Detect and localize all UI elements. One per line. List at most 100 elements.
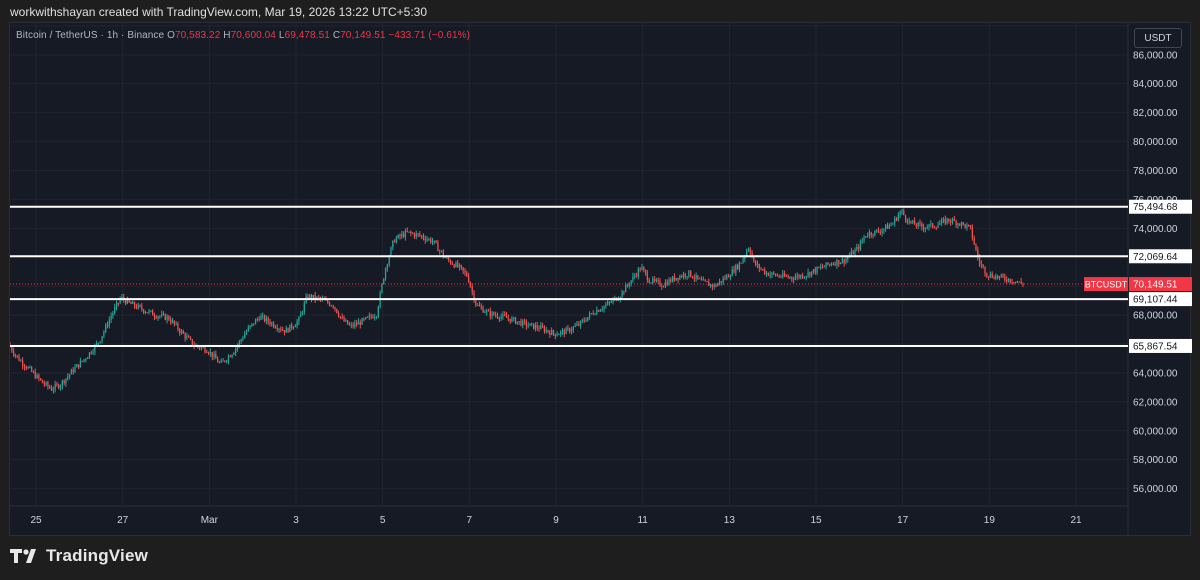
candle-body <box>34 372 36 379</box>
candle-body <box>753 257 755 262</box>
candle-body <box>81 360 83 362</box>
candle-body <box>267 317 269 322</box>
tradingview-logo[interactable]: TradingView <box>10 545 148 567</box>
candle-body <box>229 356 231 358</box>
candle-body <box>513 317 515 319</box>
candle-body <box>525 321 528 327</box>
candle-body <box>653 278 656 281</box>
candle-body <box>944 218 946 224</box>
candle-body <box>328 302 331 306</box>
candle-body <box>742 258 744 263</box>
candle-body <box>105 324 107 332</box>
candle-body <box>401 233 403 237</box>
tradingview-logo-icon <box>10 549 36 563</box>
candle-body <box>969 225 972 228</box>
candle-body <box>435 240 437 243</box>
candle-body <box>630 280 632 285</box>
candle-body <box>514 317 517 324</box>
candle-body <box>726 275 728 279</box>
candle-body <box>1004 276 1006 280</box>
x-tick-label: 9 <box>553 515 559 526</box>
level-price-label: 72,069.64 <box>1133 252 1178 263</box>
candle-body <box>417 233 419 235</box>
candle-body <box>68 374 71 377</box>
candle-body <box>818 266 820 268</box>
candle-body <box>700 278 703 281</box>
candle-body <box>771 272 773 275</box>
candle-body <box>206 352 208 354</box>
candle-body <box>839 262 842 265</box>
candle-body <box>87 357 89 360</box>
candle-body <box>471 286 473 292</box>
candle-body <box>365 317 367 319</box>
candle-body <box>431 241 434 243</box>
candle-body <box>552 330 555 334</box>
candle-body <box>738 263 741 269</box>
candle-body <box>202 347 204 349</box>
candle-body <box>796 275 798 278</box>
candle-body <box>942 218 945 221</box>
candle-body <box>224 360 226 362</box>
candle-body <box>551 330 553 335</box>
candle-body <box>274 326 277 328</box>
candle-body <box>467 276 470 283</box>
candle-body <box>287 328 289 332</box>
candle-body <box>220 360 222 363</box>
candle-body <box>424 238 426 241</box>
candle-body <box>697 275 699 279</box>
candle-body <box>677 277 679 280</box>
candle-body <box>184 333 186 339</box>
candle-body <box>79 360 82 368</box>
candle-body <box>327 300 329 303</box>
candle-body <box>780 276 782 278</box>
candle-body <box>166 316 168 320</box>
candle-body <box>381 284 383 293</box>
candle-body <box>27 367 29 369</box>
level-price-label: 69,107.44 <box>1133 295 1178 306</box>
candle-body <box>993 277 995 279</box>
chart-area[interactable]: 56,000.00 58,000.00 60,000.00 62,000.00 64,0… <box>9 22 1192 537</box>
last-price-label: 70,149.51 <box>1133 280 1178 291</box>
candle-body <box>785 276 788 278</box>
candle-body <box>899 211 901 215</box>
price-chart[interactable]: 56,000.00 58,000.00 60,000.00 62,000.00 64,0… <box>10 23 1192 537</box>
candle-body <box>932 223 934 228</box>
currency-button[interactable]: USDT <box>1134 28 1182 48</box>
candle-body <box>639 268 641 270</box>
y-tick-label: 80,000.00 <box>1133 137 1178 148</box>
candle-body <box>96 342 98 345</box>
candle-body <box>146 312 148 314</box>
candle-body <box>356 323 358 325</box>
candle-body <box>392 240 394 248</box>
candle-body <box>200 347 203 349</box>
candle-body <box>448 257 450 261</box>
candle-body <box>433 240 435 242</box>
x-tick-label: Mar <box>201 515 219 526</box>
candle-body <box>383 278 385 285</box>
candle-body <box>397 234 399 239</box>
candle-body <box>482 307 484 313</box>
candle-body <box>260 316 262 320</box>
candle-body <box>325 299 327 301</box>
candle-body <box>901 210 903 212</box>
candle-body <box>495 314 497 316</box>
candle-body <box>997 275 999 278</box>
y-tick-label: 84,000.00 <box>1133 79 1178 90</box>
candle-body <box>594 314 596 316</box>
candle-body <box>758 264 760 269</box>
candle-body <box>478 305 481 307</box>
candle-body <box>177 323 179 330</box>
y-tick-label: 82,000.00 <box>1133 108 1178 119</box>
candle-body <box>218 362 221 364</box>
candle-body <box>661 285 663 287</box>
candle-body <box>709 284 712 286</box>
x-tick-label: 11 <box>637 515 648 526</box>
candle-body <box>659 280 661 286</box>
candle-body <box>937 225 939 228</box>
candle-body <box>854 249 856 255</box>
candle-body <box>913 220 916 225</box>
level-price-tag <box>1129 249 1192 264</box>
candle-body <box>477 305 479 307</box>
candle-body <box>773 272 775 274</box>
candle-body <box>298 317 300 322</box>
